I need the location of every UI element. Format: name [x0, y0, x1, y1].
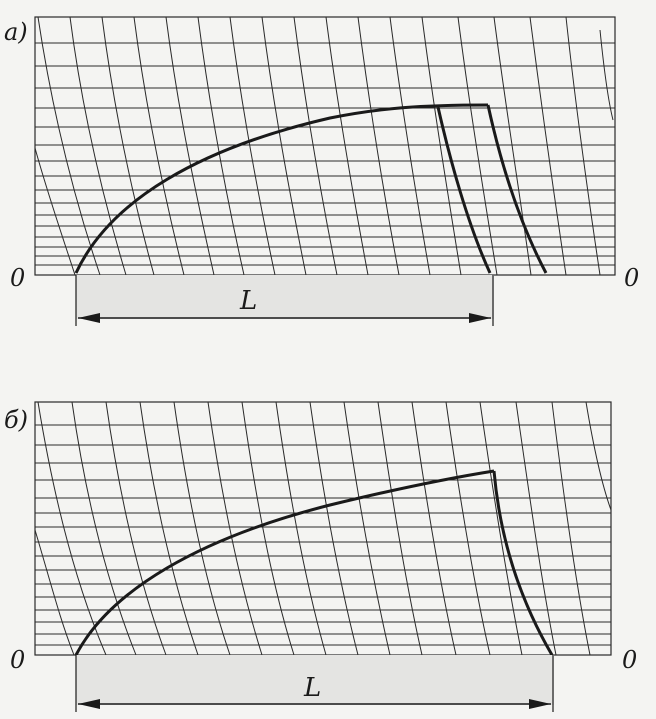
panel-a-vgrid-2 [37, 16, 101, 276]
panel-b-label: б) [4, 406, 28, 434]
panel-a-vgrid-7 [197, 16, 245, 276]
panel-a-vgrid-15 [457, 16, 498, 276]
panel-b-vgrid-4 [105, 401, 167, 656]
panel-b-origin-right: 0 [622, 646, 637, 674]
panel-a-leading-curve [74, 103, 489, 274]
panel-b-vgrid-7 [207, 401, 263, 656]
panel-b-leading-curve [74, 469, 495, 656]
panel-a-dimension-label: L [239, 286, 257, 316]
panel-b-vgrid-12 [377, 401, 423, 656]
panel-a-vgrid-3 [69, 16, 127, 276]
panel-a-vgrid-19 [599, 29, 614, 121]
panel-a: а) [4, 16, 639, 326]
panel-a-dimension: L [75, 275, 494, 326]
panel-a-vgrid-1 [34, 147, 76, 276]
panel-b-vgrid-6 [173, 401, 231, 656]
panel-a-arrow-right [469, 313, 491, 323]
panel-b-vgrid-18 [585, 401, 612, 511]
panel-a-vgrid-10 [293, 16, 338, 276]
panel-b-arrow-left [78, 699, 100, 709]
panel-a-vgrid-11 [325, 16, 369, 276]
panel-b-vgrid-9 [275, 401, 327, 656]
panel-b-dimension-label: L [303, 673, 321, 703]
panel-a-vgrid-16 [493, 16, 532, 276]
panel-a-vgrid-6 [165, 16, 215, 276]
panel-b-profile [74, 469, 554, 656]
panel-b-horizontal-gridlines [35, 424, 611, 646]
panel-b-vgrid-13 [411, 401, 457, 656]
panel-b-vgrid-15 [479, 401, 523, 656]
panel-b-origin-left: 0 [10, 646, 25, 674]
panel-a-vgrid-8 [229, 16, 276, 276]
panel-a-vgrid-13 [389, 16, 431, 276]
panel-a-curved-gridlines [34, 16, 614, 276]
panel-a-outer-edge [486, 104, 548, 274]
panel-b-vgrid-17 [551, 401, 591, 656]
panel-a-vgrid-14 [421, 16, 462, 276]
panel-b-vgrid-8 [241, 401, 295, 656]
panel-a-vgrid-5 [133, 16, 185, 276]
panel-b-trailing-edge [492, 470, 554, 656]
panel-a-origin-left: 0 [10, 264, 25, 292]
panel-a-origin-right: 0 [624, 264, 639, 292]
panel-a-vgrid-12 [357, 16, 400, 276]
panel-b-vgrid-11 [343, 401, 391, 656]
panel-a-profile [74, 103, 548, 274]
panel-a-label: а) [4, 18, 28, 46]
panel-a-dimension-band [76, 275, 494, 319]
panel-b-vgrid-10 [309, 401, 359, 656]
panel-b-vgrid-14 [445, 401, 491, 656]
panel-b-dimension: L [75, 655, 554, 712]
panel-b: б) [4, 401, 637, 712]
panel-b-vgrid-5 [139, 401, 199, 656]
panel-a-vgrid-17 [529, 16, 567, 276]
panel-a-vgrid-4 [101, 16, 155, 276]
panel-b-vgrid-3 [71, 401, 137, 656]
panel-b-curved-gridlines [34, 401, 612, 656]
panel-a-vgrid-18 [565, 16, 601, 276]
panel-b-dimension-band [76, 655, 554, 705]
panel-b-vgrid-1 [34, 529, 75, 656]
panel-a-inner-edge [436, 106, 492, 274]
panel-a-vgrid-9 [261, 16, 307, 276]
panel-b-arrow-right [529, 699, 551, 709]
panel-b-vgrid-16 [515, 401, 557, 656]
panel-a-arrow-left [78, 313, 100, 323]
